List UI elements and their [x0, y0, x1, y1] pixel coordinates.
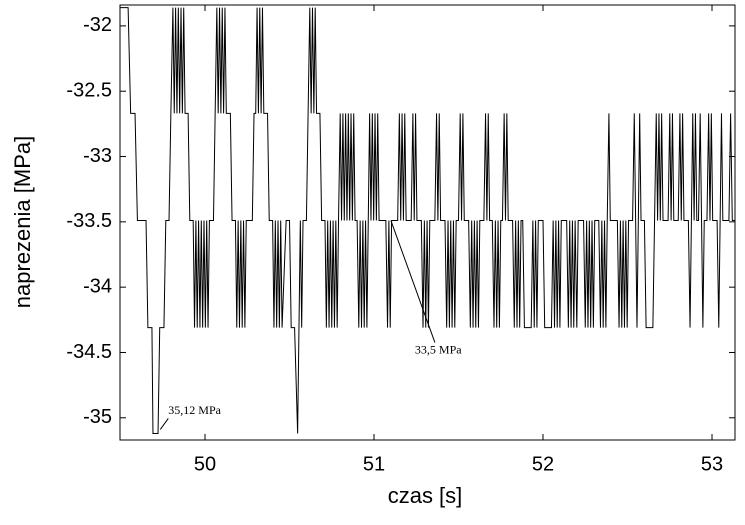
- x-tick-label: 52: [532, 453, 554, 475]
- annotation-leader: [390, 220, 436, 343]
- y-tick-label: -34.5: [66, 341, 112, 363]
- y-axis-title: naprezenia [MPa]: [10, 136, 35, 308]
- x-tick-label: 50: [194, 453, 216, 475]
- y-tick-label: -34: [83, 275, 112, 297]
- signal-line: [120, 7, 735, 434]
- y-tick-label: -32: [83, 14, 112, 36]
- y-tick-label: -33: [83, 145, 112, 167]
- y-tick-label: -35: [83, 406, 112, 428]
- annotation-leader: [159, 418, 169, 430]
- annotation-label: 33,5 MPa: [415, 342, 462, 356]
- x-tick-label: 53: [701, 453, 723, 475]
- x-tick-label: 51: [363, 453, 385, 475]
- x-axis-title: czas [s]: [388, 483, 463, 508]
- y-tick-label: -32.5: [66, 79, 112, 101]
- y-tick-label: -33.5: [66, 210, 112, 232]
- annotation-label: 35,12 MPa: [168, 403, 221, 417]
